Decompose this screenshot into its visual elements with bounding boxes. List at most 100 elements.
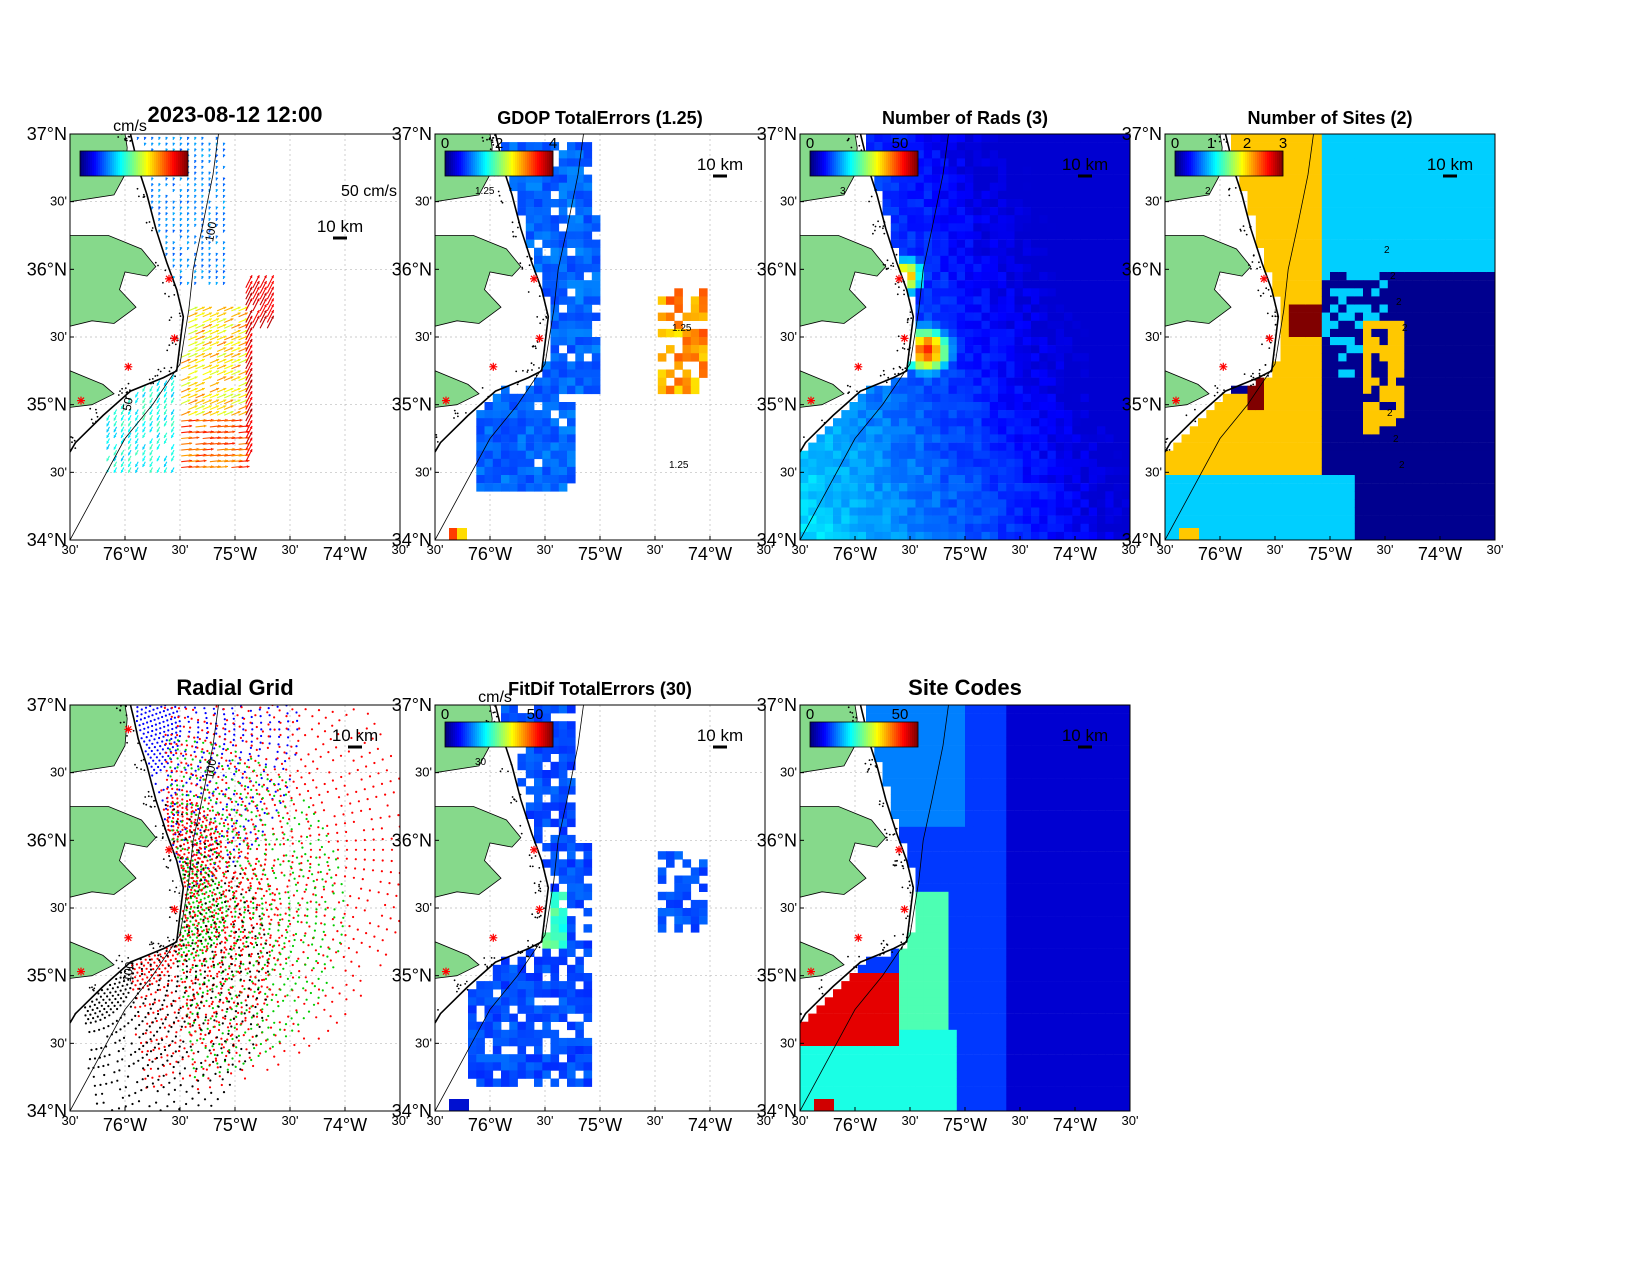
field-cell [915, 280, 925, 289]
field-cell [1165, 499, 1174, 508]
current-vector-head [208, 376, 212, 379]
field-cell [1387, 304, 1397, 313]
current-vector-head [201, 382, 205, 385]
field-cell [1031, 158, 1040, 167]
field-cell [998, 410, 1007, 419]
colorbar-segment [94, 151, 97, 176]
field-cell [956, 523, 966, 533]
field-cell [1189, 450, 1199, 460]
field-cell [1379, 515, 1389, 524]
field-cell [1113, 491, 1123, 500]
field-cell [1064, 377, 1073, 386]
field-cell [1297, 272, 1306, 281]
colorbar-segment [862, 151, 865, 176]
current-vector-head [216, 364, 220, 368]
field-cell [1022, 255, 1032, 265]
coast-speckle [879, 374, 882, 377]
current-vector-head [194, 160, 197, 163]
field-cell [1288, 150, 1298, 159]
field-cell [1214, 450, 1224, 460]
colorbar: 0 50 [806, 135, 919, 177]
field-cell [1039, 515, 1048, 524]
field-cell [1165, 475, 1174, 484]
lat-tick-label: 34°N [27, 530, 67, 550]
field-cell [1113, 223, 1123, 232]
colorbar-segment [822, 151, 825, 176]
field-cell [1371, 207, 1380, 216]
field-cell [682, 369, 692, 378]
coast-speckle [453, 409, 456, 412]
field-cell [1239, 134, 1248, 143]
field-cell [989, 385, 999, 395]
current-vector-head [165, 142, 169, 146]
field-cell [833, 450, 842, 460]
field-cell [525, 182, 535, 192]
field-cell [1031, 312, 1040, 321]
field-cell [1181, 458, 1191, 468]
field-cell [1272, 369, 1281, 378]
current-vector-head [208, 411, 212, 414]
current-vector-head [106, 429, 110, 433]
field-cell [699, 288, 708, 297]
field-cell [558, 272, 568, 281]
field-cell [948, 328, 958, 338]
current-vector-head [216, 324, 220, 327]
field-cell [915, 288, 925, 297]
field-cell [1379, 499, 1389, 508]
field-cell [1387, 296, 1397, 305]
current-vector-head [128, 400, 131, 404]
field-cell [1064, 182, 1073, 192]
current-vector-head [151, 189, 154, 192]
field-cell [981, 239, 991, 248]
field-cell [1080, 166, 1090, 175]
field-cell [1206, 410, 1215, 419]
field-cell [1165, 507, 1174, 516]
field-cell [1354, 377, 1364, 386]
field-cell [591, 223, 601, 232]
field-cell [1088, 434, 1098, 443]
field-cell [1022, 182, 1032, 192]
field-cell [1346, 369, 1356, 378]
field-cell [808, 466, 817, 476]
field-cell [558, 361, 568, 370]
field-cell [1097, 328, 1106, 338]
field-cell [534, 182, 543, 192]
field-cell [1321, 239, 1331, 248]
field-cell [1088, 369, 1098, 378]
field-cell [981, 393, 991, 403]
field-cell [1338, 142, 1347, 151]
field-cell [1097, 263, 1106, 273]
field-cell [666, 296, 675, 305]
current-vector-head [106, 440, 110, 444]
field-cell [1031, 402, 1040, 411]
field-cell [956, 507, 966, 516]
field-cell [1113, 255, 1123, 265]
field-cell [1305, 263, 1314, 273]
field-cell [509, 466, 518, 476]
field-cell [866, 466, 875, 476]
field-cell [1297, 215, 1306, 224]
field-cell [1055, 345, 1065, 354]
lat-tick-label: 36°N [27, 259, 67, 279]
field-cell [816, 523, 826, 533]
coast-speckle [910, 317, 913, 320]
current-vector-head [172, 223, 176, 227]
colorbar-segment [86, 151, 89, 176]
field-cell [1080, 312, 1090, 321]
field-cell [1006, 158, 1015, 167]
coast-speckle [156, 374, 159, 377]
colorbar-segment [870, 151, 873, 176]
field-cell [1321, 166, 1331, 175]
colorbar-segment [916, 151, 919, 176]
field-cell [915, 158, 925, 167]
field-cell [1396, 320, 1405, 330]
field-cell [1113, 377, 1123, 386]
field-cell [998, 255, 1007, 265]
field-cell [1039, 328, 1048, 338]
field-cell [674, 304, 683, 313]
field-cell [1039, 410, 1048, 419]
field-cell [1288, 523, 1298, 533]
field-cell [1097, 402, 1106, 411]
coast-speckle [427, 443, 429, 445]
field-cell [915, 385, 925, 395]
